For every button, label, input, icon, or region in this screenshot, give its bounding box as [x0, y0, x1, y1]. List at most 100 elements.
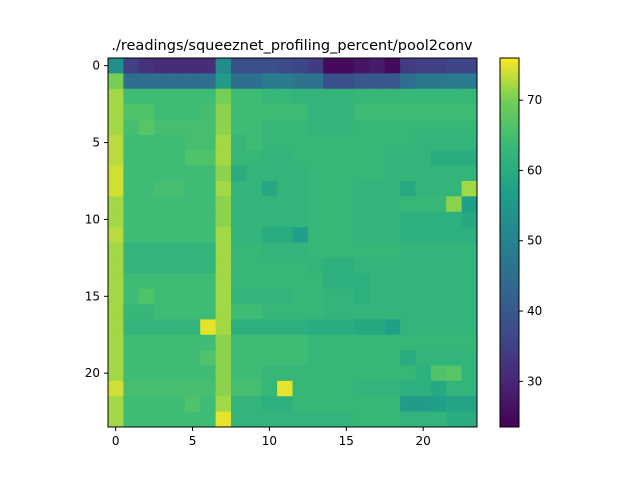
heatmap-cell	[261, 211, 278, 228]
heatmap-cell	[200, 288, 217, 305]
heatmap-cell	[215, 334, 232, 351]
heatmap-cell	[277, 196, 293, 213]
heatmap-cell	[138, 134, 155, 151]
heatmap-cell	[354, 88, 370, 105]
heatmap-cell	[354, 227, 370, 243]
heatmap-cell	[292, 227, 309, 243]
heatmap-cell	[215, 73, 232, 90]
heatmap-cell	[400, 134, 416, 151]
heatmap-cell	[138, 119, 155, 136]
heatmap-cell	[369, 196, 386, 213]
heatmap-cell	[292, 73, 309, 90]
heatmap-cell	[231, 119, 247, 136]
heatmap-cell	[154, 334, 170, 351]
heatmap-cell	[123, 58, 140, 74]
colorbar-tick-label: 50	[527, 234, 542, 248]
heatmap-cell	[338, 273, 355, 290]
heatmap-cell	[307, 211, 324, 228]
heatmap-cell	[461, 227, 478, 243]
heatmap-cell	[215, 396, 232, 413]
heatmap-cell	[154, 380, 170, 397]
heatmap-cell	[277, 257, 293, 274]
heatmap-cell	[246, 134, 263, 151]
heatmap-cell	[231, 288, 247, 305]
heatmap-cell	[354, 380, 370, 397]
heatmap-cell	[323, 304, 340, 320]
heatmap-cell	[184, 58, 201, 74]
heatmap-cell	[169, 165, 186, 182]
x-tick-label: 15	[339, 434, 354, 448]
heatmap-cell	[292, 288, 309, 305]
chart-title: ./readings/squeeznet_profiling_percent/p…	[111, 38, 473, 54]
heatmap-cell	[430, 134, 447, 151]
heatmap-cell	[231, 150, 247, 167]
heatmap-cell	[292, 396, 309, 413]
heatmap-cell	[108, 227, 124, 243]
heatmap-cell	[307, 411, 324, 428]
heatmap-cell	[415, 334, 432, 351]
heatmap-cell	[108, 119, 124, 136]
heatmap-cell	[261, 380, 278, 397]
heatmap-cell	[430, 288, 447, 305]
heatmap-cell	[354, 211, 370, 228]
heatmap-cell	[200, 273, 217, 290]
heatmap-cell	[415, 350, 432, 366]
heatmap-cell	[200, 257, 217, 274]
heatmap-cell	[184, 350, 201, 366]
heatmap-cell	[277, 273, 293, 290]
heatmap-cell	[400, 273, 416, 290]
heatmap-cell	[446, 119, 463, 136]
heatmap-cell	[430, 396, 447, 413]
heatmap-cell	[184, 257, 201, 274]
heatmap-cell	[154, 304, 170, 320]
heatmap-cell	[138, 273, 155, 290]
heatmap-cell	[338, 134, 355, 151]
heatmap-cell	[154, 119, 170, 136]
heatmap-cell	[430, 319, 447, 336]
heatmap-cell	[108, 350, 124, 366]
heatmap-cell	[108, 242, 124, 259]
heatmap-cell	[384, 227, 401, 243]
heatmap-cell	[261, 196, 278, 213]
heatmap-cell	[246, 88, 263, 105]
heatmap-cell	[323, 288, 340, 305]
heatmap-cell	[261, 181, 278, 197]
heatmap-cell	[354, 411, 370, 428]
heatmap-cell	[169, 257, 186, 274]
heatmap-cell	[184, 380, 201, 397]
heatmap-cell	[292, 181, 309, 197]
heatmap-cell	[277, 73, 293, 90]
heatmap-cell	[184, 273, 201, 290]
heatmap-cell	[338, 334, 355, 351]
heatmap-cell	[108, 181, 124, 197]
heatmap-cell	[430, 273, 447, 290]
y-tick-label: 15	[85, 289, 100, 303]
heatmap-cell	[323, 257, 340, 274]
heatmap-cell	[354, 196, 370, 213]
heatmap-cell	[369, 165, 386, 182]
heatmap-cell	[400, 411, 416, 428]
heatmap-cell	[307, 334, 324, 351]
heatmap-cell	[123, 196, 140, 213]
colorbar-tick-label: 60	[527, 163, 542, 177]
heatmap-cell	[430, 304, 447, 320]
heatmap-cell	[231, 334, 247, 351]
heatmap-cell	[369, 365, 386, 382]
colorbar-tick-label: 70	[527, 93, 542, 107]
heatmap-cell	[384, 58, 401, 74]
y-tick-label: 20	[85, 366, 100, 380]
heatmap-cell	[184, 150, 201, 167]
heatmap-cell	[430, 165, 447, 182]
heatmap-cell	[277, 181, 293, 197]
heatmap-cell	[446, 211, 463, 228]
heatmap-cell	[430, 350, 447, 366]
heatmap-cell	[461, 350, 478, 366]
heatmap-cell	[338, 211, 355, 228]
heatmap-cell	[169, 242, 186, 259]
heatmap-cell	[169, 134, 186, 151]
x-tick-label: 0	[112, 434, 120, 448]
heatmap-cell	[415, 242, 432, 259]
heatmap-cell	[307, 304, 324, 320]
heatmap-cell	[430, 73, 447, 90]
heatmap-cell	[430, 58, 447, 74]
